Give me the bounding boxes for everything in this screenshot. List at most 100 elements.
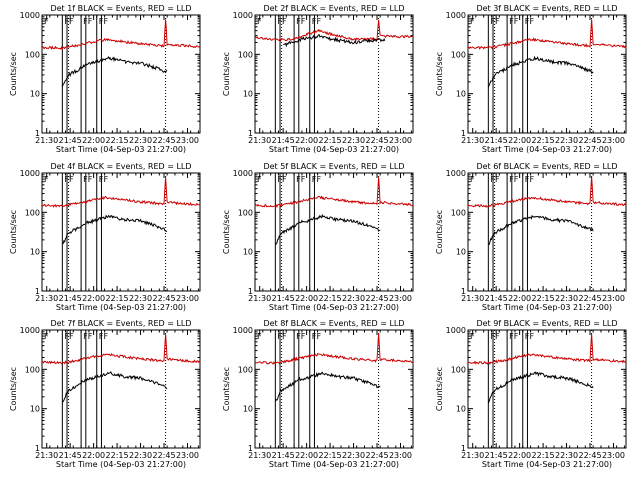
x-axis-label: Start Time (04-Sep-03 21:27:00) (56, 145, 186, 154)
x-tick-label: 22:45 (365, 294, 388, 303)
y-tick-label: 10 (456, 248, 466, 257)
marker-label: F (257, 332, 262, 341)
x-tick-label: 22:00 (508, 136, 531, 145)
marker-label: F (529, 332, 534, 341)
y-tick-label: 10 (456, 90, 466, 99)
series-lld-line (41, 177, 201, 208)
panel-title: Det 1f BLACK = Events, RED = LLD (50, 4, 191, 13)
y-tick-label: 100 (451, 208, 466, 217)
y-axis-label: Counts/sec (222, 52, 231, 96)
marker-label: F (316, 175, 321, 184)
x-axis-label: Start Time (04-Sep-03 21:27:00) (269, 460, 399, 469)
x-tick-label: 22:00 (508, 294, 531, 303)
marker-label: F (495, 175, 500, 184)
panel-title: Det 5f BLACK = Events, RED = LLD (263, 162, 404, 171)
marker-label: F (514, 332, 519, 341)
panel-1: Det 1f BLACK = Events, RED = LLD 1 10 100 10… (9, 4, 201, 154)
x-tick-label: 22:15 (532, 136, 555, 145)
panel-title: Det 6f BLACK = Events, RED = LLD (476, 162, 617, 171)
marker-label: F (44, 332, 49, 341)
y-axis-label: Counts/sec (435, 210, 444, 254)
x-tick-label: 21:45 (59, 451, 82, 460)
y-tick-label: 1000 (20, 11, 40, 20)
marker-label: F (69, 17, 74, 26)
x-tick-label: 21:30 (461, 451, 484, 460)
y-tick-label: 1 (461, 287, 466, 296)
panel-8: Det 8f BLACK = Events, RED = LLD 1 10 100 10… (222, 319, 414, 469)
y-tick-label: 10 (30, 248, 40, 257)
series-lld-line (467, 333, 627, 365)
x-axis-label: Start Time (04-Sep-03 21:27:00) (482, 460, 612, 469)
marker-label: F (88, 175, 93, 184)
marker-label: F (257, 17, 262, 26)
marker-label: F (316, 17, 321, 26)
x-tick-label: 22:15 (106, 294, 129, 303)
series-events-line (488, 214, 594, 246)
x-axis-label: Start Time (04-Sep-03 21:27:00) (482, 145, 612, 154)
y-tick-label: 1 (461, 444, 466, 453)
series-lld-line (41, 19, 201, 51)
x-tick-label: 22:45 (365, 451, 388, 460)
x-tick-label: 22:30 (129, 136, 152, 145)
y-tick-label: 1000 (233, 169, 253, 178)
x-tick-label: 22:30 (342, 136, 365, 145)
series-lld-line (254, 177, 414, 209)
x-tick-label: 23:00 (389, 136, 412, 145)
x-tick-label: 22:30 (129, 451, 152, 460)
x-tick-label: 22:15 (106, 451, 129, 460)
x-tick-label: 21:30 (35, 451, 58, 460)
marker-label: F (88, 17, 93, 26)
plot-frame (41, 14, 201, 134)
marker-label: F (495, 332, 500, 341)
y-tick-label: 1 (248, 444, 253, 453)
x-tick-label: 21:45 (272, 294, 295, 303)
marker-label: F (282, 17, 287, 26)
x-tick-label: 22:30 (555, 294, 578, 303)
x-tick-label: 22:15 (319, 451, 342, 460)
series-events-line (487, 371, 594, 404)
marker-label: F (301, 17, 306, 26)
x-tick-label: 22:45 (578, 451, 601, 460)
panel-2: Det 2f BLACK = Events, RED = LLD 1 10 100 10… (222, 4, 414, 154)
panel-title: Det 9f BLACK = Events, RED = LLD (476, 319, 617, 328)
x-tick-label: 22:00 (82, 294, 105, 303)
x-tick-label: 22:45 (365, 136, 388, 145)
x-tick-label: 21:45 (485, 294, 508, 303)
y-tick-label: 100 (238, 50, 253, 59)
plot-frame (467, 329, 627, 449)
y-tick-label: 100 (25, 208, 40, 217)
x-tick-label: 22:45 (152, 136, 175, 145)
marker-label: F (69, 332, 74, 341)
x-tick-label: 22:45 (152, 451, 175, 460)
y-tick-label: 1 (35, 129, 40, 138)
series-events-line (274, 371, 381, 402)
y-tick-label: 1 (35, 444, 40, 453)
x-tick-label: 21:45 (485, 136, 508, 145)
y-tick-label: 10 (456, 405, 466, 414)
x-tick-label: 22:00 (295, 451, 318, 460)
marker-label: F (103, 175, 108, 184)
plot-frame (254, 14, 414, 134)
marker-label: F (103, 17, 108, 26)
y-axis-label: Counts/sec (435, 367, 444, 411)
y-tick-label: 10 (243, 405, 253, 414)
y-tick-label: 10 (243, 248, 253, 257)
y-tick-label: 1 (248, 287, 253, 296)
plot-frame (467, 14, 627, 134)
x-tick-label: 22:30 (555, 136, 578, 145)
y-tick-label: 1000 (446, 11, 466, 20)
y-axis-label: Counts/sec (9, 210, 18, 254)
y-tick-label: 100 (451, 50, 466, 59)
x-tick-label: 22:30 (342, 451, 365, 460)
x-tick-label: 22:00 (508, 451, 531, 460)
marker-label: F (103, 332, 108, 341)
x-tick-label: 22:45 (578, 136, 601, 145)
x-tick-label: 21:30 (35, 294, 58, 303)
marker-label: F (470, 332, 475, 341)
x-axis-label: Start Time (04-Sep-03 21:27:00) (269, 145, 399, 154)
x-tick-label: 23:00 (389, 294, 412, 303)
y-tick-label: 1000 (233, 326, 253, 335)
x-tick-label: 21:30 (461, 294, 484, 303)
x-tick-label: 21:30 (248, 294, 271, 303)
series-lld-line (467, 176, 627, 208)
